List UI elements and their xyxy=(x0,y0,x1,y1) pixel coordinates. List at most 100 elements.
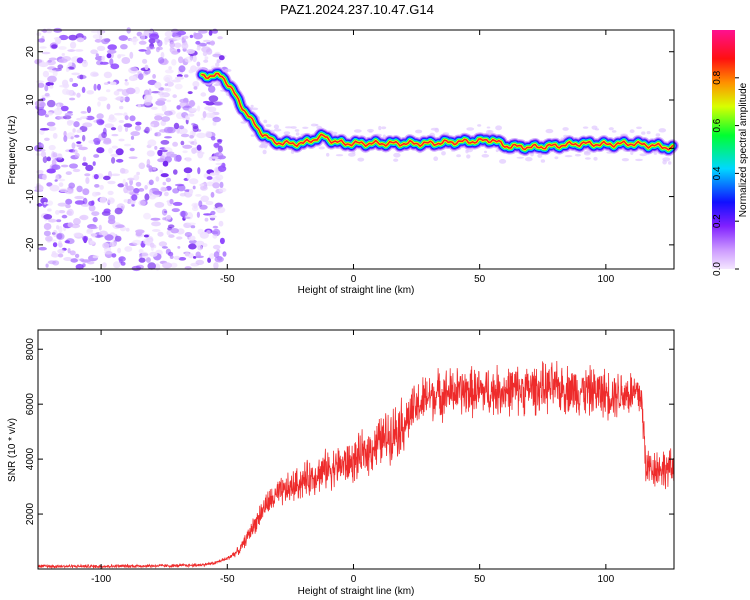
noise-blob xyxy=(124,96,130,103)
noise-blob xyxy=(110,63,120,70)
noise-blob xyxy=(212,182,220,189)
noise-blob xyxy=(107,44,117,51)
halo-blob xyxy=(646,131,651,135)
noise-blob xyxy=(103,137,112,144)
noise-blob xyxy=(43,230,51,237)
noise-blob xyxy=(185,157,192,162)
noise-blob xyxy=(91,211,100,217)
noise-blob xyxy=(57,253,64,258)
noise-blob xyxy=(62,83,70,89)
noise-blob xyxy=(120,261,126,266)
noise-blob xyxy=(197,245,203,251)
noise-blob xyxy=(163,126,173,134)
noise-blob xyxy=(120,44,128,50)
halo-blob xyxy=(259,143,266,149)
noise-blob xyxy=(109,241,117,247)
noise-blob xyxy=(66,210,72,216)
noise-blob xyxy=(96,113,104,120)
noise-blob xyxy=(67,248,71,254)
noise-blob xyxy=(138,49,147,52)
noise-blob xyxy=(178,125,185,130)
halo-blob xyxy=(481,154,490,158)
noise-blob xyxy=(203,100,211,104)
noise-blob xyxy=(97,101,101,107)
noise-blob xyxy=(210,191,215,198)
noise-blob xyxy=(216,206,226,214)
noise-blob xyxy=(172,201,183,206)
noise-blob xyxy=(157,91,164,96)
noise-blob xyxy=(60,105,69,112)
noise-blob xyxy=(184,56,193,63)
noise-blob xyxy=(90,71,99,77)
noise-blob xyxy=(95,53,99,58)
noise-blob xyxy=(144,184,148,190)
noise-blob xyxy=(130,131,140,137)
noise-blob xyxy=(152,167,157,171)
noise-blob xyxy=(138,40,147,45)
noise-blob xyxy=(46,121,56,127)
noise-blob xyxy=(72,128,76,133)
noise-blob xyxy=(89,226,98,230)
noise-blob xyxy=(197,105,201,112)
noise-blob xyxy=(56,219,62,223)
noise-blob xyxy=(58,178,66,182)
noise-blob xyxy=(88,204,96,212)
noise-blob xyxy=(82,162,88,167)
noise-blob xyxy=(212,233,218,239)
noise-blob xyxy=(143,234,149,238)
colorbar-tick-label: 0.8 xyxy=(712,70,723,84)
noise-blob xyxy=(123,123,133,128)
noise-blob xyxy=(124,79,128,82)
noise-blob xyxy=(47,200,54,206)
noise-blob xyxy=(125,87,136,95)
noise-blob xyxy=(131,265,142,272)
noise-blob xyxy=(141,251,149,259)
noise-blob xyxy=(96,234,104,238)
halo-blob xyxy=(295,132,300,136)
halo-blob xyxy=(367,128,374,133)
halo-blob xyxy=(318,146,325,150)
halo-blob xyxy=(335,154,344,157)
noise-blob xyxy=(106,53,112,59)
noise-blob xyxy=(129,179,134,186)
noise-blob xyxy=(192,55,197,63)
noise-blob xyxy=(138,249,144,254)
noise-blob xyxy=(146,150,155,157)
noise-blob xyxy=(53,107,63,116)
noise-blob xyxy=(76,117,82,121)
noise-blob xyxy=(49,85,54,89)
noise-blob xyxy=(196,132,207,139)
noise-blob xyxy=(68,62,73,67)
noise-blob xyxy=(129,115,136,122)
halo-blob xyxy=(273,124,279,129)
noise-blob xyxy=(166,152,172,157)
noise-blob xyxy=(137,104,141,108)
noise-blob xyxy=(197,167,201,175)
noise-blob xyxy=(113,90,120,96)
noise-blob xyxy=(72,168,81,173)
noise-blob xyxy=(164,69,174,74)
noise-blob xyxy=(151,229,161,232)
noise-blob xyxy=(98,120,105,124)
noise-blob xyxy=(109,81,117,86)
noise-blob xyxy=(128,75,137,82)
noise-blob xyxy=(115,224,125,228)
noise-blob xyxy=(186,222,196,226)
noise-blob xyxy=(119,167,126,174)
noise-blob xyxy=(60,164,69,168)
noise-blob xyxy=(157,231,164,237)
noise-blob xyxy=(99,61,109,65)
halo-blob xyxy=(540,159,546,163)
noise-blob xyxy=(217,36,223,40)
noise-blob xyxy=(136,171,141,176)
noise-blob xyxy=(177,246,181,249)
halo-blob xyxy=(486,126,491,129)
noise-blob xyxy=(195,251,201,258)
noise-blob xyxy=(129,51,134,59)
noise-blob xyxy=(210,40,215,46)
noise-blob xyxy=(186,173,191,180)
noise-blob xyxy=(188,243,197,250)
noise-blob xyxy=(173,122,180,130)
noise-blob xyxy=(89,255,93,259)
